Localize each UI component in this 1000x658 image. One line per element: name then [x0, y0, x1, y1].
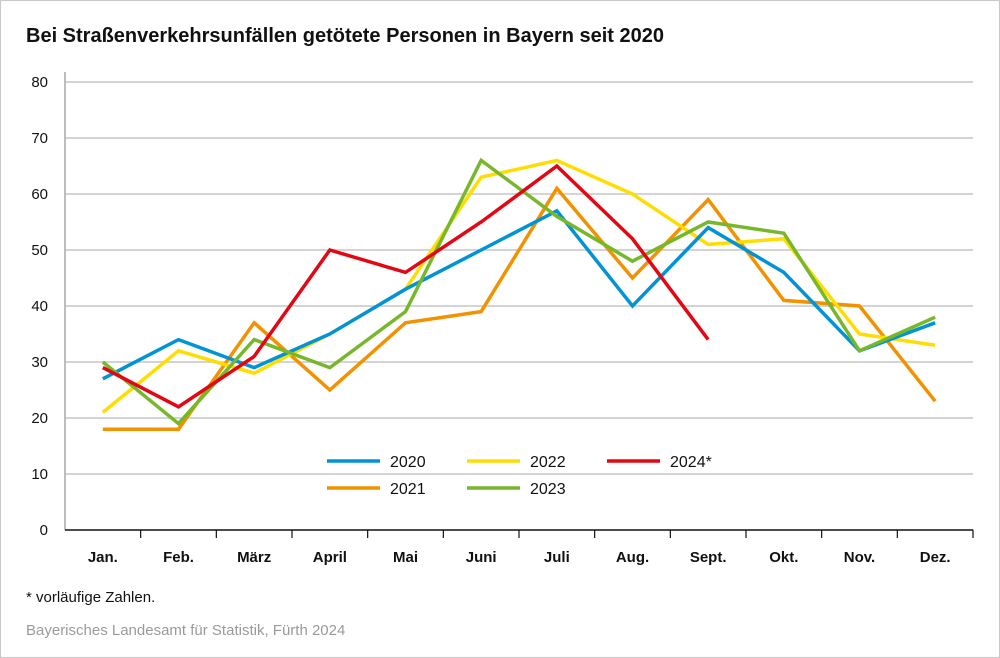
- x-tick-label: März: [237, 549, 271, 566]
- legend-item: 2021: [327, 481, 426, 498]
- legend-item: 2024*: [607, 454, 712, 471]
- x-tick-label: Feb.: [163, 549, 194, 566]
- y-tick-label: 20: [31, 410, 48, 427]
- x-tick-label: Mai: [393, 549, 418, 566]
- series-2023: [101, 157, 936, 427]
- series-line: [102, 208, 936, 381]
- source-note: Bayerisches Landesamt für Statistik, Für…: [26, 622, 346, 639]
- x-tick-label: Dez.: [920, 549, 951, 566]
- x-tick-label: Nov.: [844, 549, 875, 566]
- legend-item: 2022: [467, 454, 566, 471]
- x-tick-label: Aug.: [616, 549, 649, 566]
- y-tick-label: 50: [31, 242, 48, 259]
- x-tick-label: Juli: [544, 549, 570, 566]
- legend-item: 2020: [327, 454, 426, 471]
- x-tick-label: Juni: [466, 549, 497, 566]
- series-line: [102, 185, 937, 431]
- legend-label: 2024*: [670, 454, 712, 471]
- series-2024: [102, 163, 710, 409]
- x-tick-label: Sept.: [690, 549, 727, 566]
- series-2021: [102, 185, 937, 431]
- y-tick-label: 40: [31, 298, 48, 315]
- legend-label: 2020: [390, 454, 426, 471]
- legend-label: 2021: [390, 481, 426, 498]
- x-tick-label: Jan.: [88, 549, 118, 566]
- legend-item: 2023: [467, 481, 566, 498]
- y-tick-label: 80: [31, 74, 48, 91]
- series-line: [101, 157, 936, 427]
- legend-label: 2022: [530, 454, 566, 471]
- y-tick-label: 0: [40, 522, 48, 539]
- footnote: * vorläufige Zahlen.: [26, 589, 156, 606]
- x-tick-label: April: [313, 549, 347, 566]
- legend-label: 2023: [530, 481, 566, 498]
- series-2020: [102, 208, 936, 381]
- y-tick-label: 60: [31, 186, 48, 203]
- y-tick-label: 30: [31, 354, 48, 371]
- chart-title: Bei Straßenverkehrsunfällen getötete Per…: [26, 25, 665, 47]
- y-tick-label: 70: [31, 130, 48, 147]
- x-tick-label: Okt.: [769, 549, 798, 566]
- y-tick-label: 10: [31, 466, 48, 483]
